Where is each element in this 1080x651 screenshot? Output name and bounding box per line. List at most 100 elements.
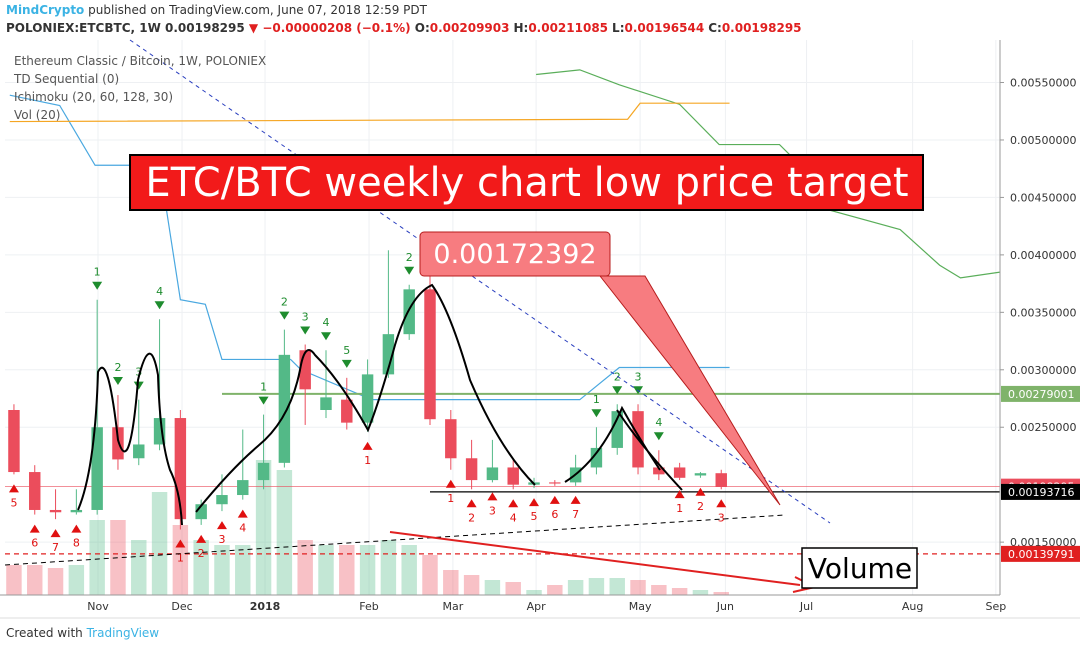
td-marker — [92, 281, 103, 290]
td-label: 2 — [281, 296, 288, 309]
header-line2: POLONIEX:ETCBTC, 1W 0.00198295 ▼ −0.0000… — [6, 21, 806, 35]
volume-bar — [505, 582, 521, 595]
level-label: 0.00139791 — [1008, 548, 1074, 561]
td-marker — [300, 326, 311, 335]
level-label: 0.00193716 — [1008, 486, 1074, 499]
volume-bar — [172, 525, 189, 595]
candle-body — [8, 410, 20, 473]
td-marker — [549, 495, 560, 504]
td-marker — [404, 266, 415, 275]
indicator-line — [9, 94, 730, 401]
candle-body — [673, 467, 686, 478]
td-label: 1 — [260, 381, 267, 394]
y-tick-label: 0.00500000 — [1010, 134, 1076, 147]
brand: TradingView — [86, 626, 160, 640]
td-marker — [716, 499, 727, 508]
td-label: 3 — [718, 511, 725, 524]
ohlc-value: 0.00198295 — [721, 21, 802, 35]
candle-body — [549, 482, 561, 484]
td-marker — [112, 377, 123, 386]
td-label: 2 — [406, 251, 413, 264]
td-label: 1 — [447, 492, 454, 505]
candle-body — [507, 467, 519, 485]
td-marker — [258, 396, 269, 405]
volume-bar — [609, 578, 625, 595]
candle-body — [91, 427, 103, 510]
volume-bar — [339, 545, 355, 595]
change: ▼ −0.00000208 (−0.1%) — [248, 21, 411, 35]
volume-bar — [526, 590, 542, 595]
td-marker — [653, 432, 664, 441]
legend: Ethereum Classic / Bitcoin, 1W, POLONIEX… — [14, 52, 266, 124]
td-label: 4 — [239, 522, 246, 535]
td-marker — [50, 529, 61, 538]
td-label: 4 — [322, 316, 329, 329]
ohlc-key: L: — [612, 21, 625, 35]
candle-body — [29, 472, 41, 510]
y-tick-label: 0.00550000 — [1010, 77, 1076, 90]
indicator: Vol (20) — [14, 108, 61, 122]
volume-bar — [588, 578, 605, 595]
candle-body — [112, 427, 124, 460]
td-label: 4 — [655, 416, 662, 429]
td-label: 5 — [343, 344, 350, 357]
td-label: 1 — [676, 502, 683, 515]
y-tick-label: 0.00350000 — [1010, 306, 1076, 319]
x-tick-label: Nov — [87, 600, 109, 613]
indicators: TD Sequential (0) Ichimoku (20, 60, 128, … — [14, 70, 266, 124]
volume-bar — [422, 555, 438, 595]
td-label: 4 — [510, 511, 517, 524]
volume-bar — [255, 460, 272, 595]
candle-body — [49, 509, 62, 513]
td-label: 5 — [10, 496, 17, 509]
y-tick-label: 0.00300000 — [1010, 364, 1076, 377]
td-marker — [8, 484, 19, 493]
y-tick-label: 0.00250000 — [1010, 421, 1076, 434]
headline-box — [129, 154, 924, 211]
x-tick-label: Feb — [359, 600, 378, 613]
x-tick-label: Dec — [171, 600, 192, 613]
volume-bar — [214, 545, 230, 595]
td-marker — [612, 386, 623, 395]
candle-body — [216, 495, 228, 505]
candle-body — [465, 458, 478, 481]
td-marker — [445, 479, 456, 488]
td-label: 8 — [73, 537, 80, 550]
x-tick-label: Apr — [527, 600, 547, 613]
td-label: 1 — [177, 552, 184, 565]
candle-body — [320, 397, 332, 410]
indicator-line — [9, 102, 730, 123]
published: published on TradingView.com, June 07, 2… — [88, 3, 427, 17]
x-tick-label: 2018 — [250, 600, 281, 613]
td-label: 1 — [593, 393, 600, 406]
author: MindCrypto — [6, 3, 85, 17]
ohlc-key: O: — [414, 21, 430, 35]
candle-body — [694, 473, 707, 476]
td-marker — [362, 441, 373, 450]
td-marker — [279, 311, 290, 320]
td-label: 3 — [489, 504, 496, 517]
volume-bar — [359, 545, 376, 595]
td-marker — [674, 490, 685, 499]
volume-bar — [713, 592, 729, 595]
arrow — [389, 531, 801, 586]
volume-bar — [671, 588, 688, 595]
x-tick-label: Sep — [985, 600, 1006, 613]
candle-body — [361, 374, 374, 423]
x-tick-label: Aug — [902, 600, 923, 613]
last: 0.00198295 — [165, 21, 245, 35]
td-marker — [466, 499, 477, 508]
volume-bar — [110, 520, 126, 595]
candle-body — [278, 354, 291, 463]
candle-body — [382, 334, 395, 375]
td-label: 3 — [218, 533, 225, 546]
td-label: 6 — [551, 508, 558, 521]
ohlc-value: 0.00211085 — [528, 21, 609, 35]
volume-box — [801, 547, 918, 589]
chart-title: Ethereum Classic / Bitcoin, 1W, POLONIEX — [14, 54, 267, 68]
td-marker — [529, 498, 540, 507]
candle-body — [174, 418, 187, 520]
candle-body — [257, 462, 270, 481]
